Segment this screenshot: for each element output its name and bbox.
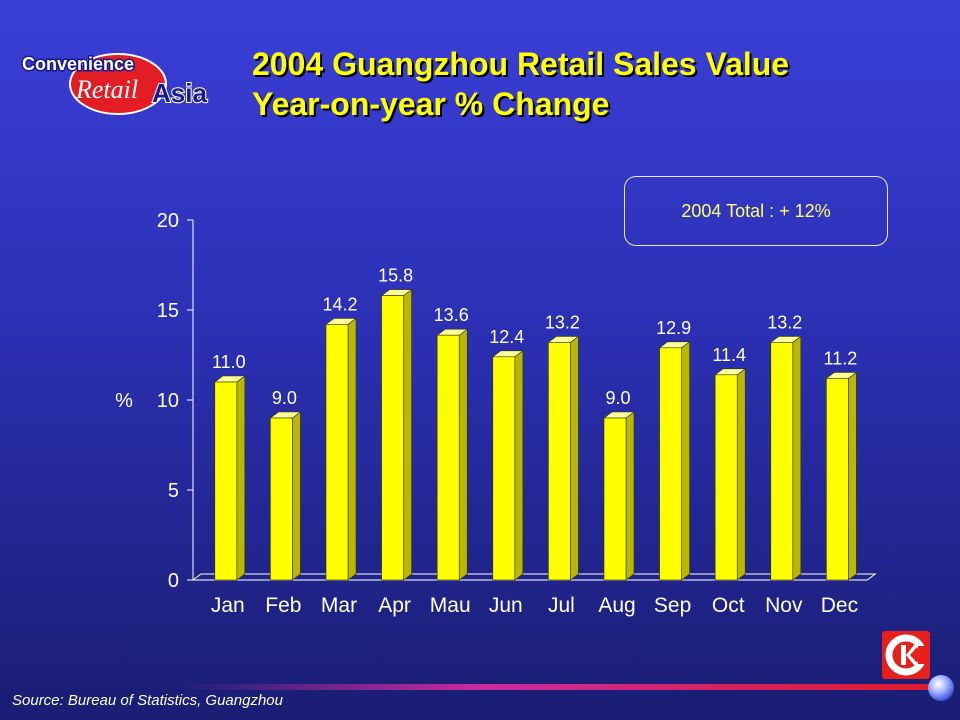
chart-axes	[187, 219, 877, 581]
bar-front	[436, 334, 460, 581]
bar-jun	[491, 350, 524, 581]
bar-front	[714, 374, 738, 581]
x-tick-label: Mau	[430, 594, 471, 617]
decorative-orb-icon	[928, 675, 954, 701]
circle-k-icon	[882, 631, 930, 679]
footer-divider	[180, 684, 940, 690]
bar-sep	[658, 341, 691, 581]
bar-side	[292, 411, 301, 581]
bar-side	[792, 335, 802, 581]
bar-side	[848, 371, 857, 581]
bar-front	[270, 417, 293, 581]
bar-side	[570, 335, 579, 581]
bar-apr	[380, 289, 413, 581]
data-label: 12.9	[656, 318, 691, 338]
x-tick-label: Dec	[821, 594, 858, 617]
total-callout: 2004 Total : + 12%	[624, 176, 888, 246]
y-tick-label: 5	[168, 480, 179, 502]
bar-front	[325, 324, 349, 581]
bar-aug	[603, 411, 635, 581]
y-tick-label: 0	[168, 570, 179, 592]
x-tick-label: Jul	[548, 594, 575, 617]
bar-nov	[769, 335, 802, 581]
svg-text:Asia: Asia	[152, 78, 207, 108]
bar-mau	[436, 328, 469, 581]
bar-jan	[213, 375, 246, 581]
bar-side	[403, 289, 412, 581]
title-line-2: Year-on-year % Change	[252, 86, 610, 122]
bar-side	[736, 368, 746, 581]
bar-front	[659, 347, 682, 581]
chart-title: 2004 Guangzhou Retail Sales Value Year-o…	[252, 44, 932, 124]
bar-front	[603, 417, 627, 581]
bar-front	[381, 295, 404, 581]
title-line-1: 2004 Guangzhou Retail Sales Value	[252, 46, 790, 82]
data-label: 9.0	[272, 388, 297, 408]
x-axis-floor	[191, 573, 877, 581]
x-tick-label: Aug	[598, 594, 635, 617]
bar-side	[625, 411, 635, 581]
y-tick-label: 15	[157, 300, 179, 322]
x-tick-label: Nov	[765, 594, 803, 617]
bar-side	[514, 350, 524, 581]
data-label: 9.0	[605, 388, 630, 408]
x-tick-label: Jan	[211, 594, 245, 617]
data-label: 11.0	[212, 352, 246, 372]
x-tick-label: Oct	[712, 594, 745, 617]
bar-front	[548, 342, 571, 581]
bar-mar	[325, 317, 357, 581]
data-label: 14.2	[322, 294, 357, 314]
chart-labels: 0 5 10 15 20% 11.0 Jan 9.0 Feb 14.2 Mar 15.8 Apr 13.6…	[115, 210, 858, 617]
x-tick-label: Apr	[378, 594, 411, 617]
data-label: 11.4	[712, 345, 746, 365]
bar-front	[770, 342, 794, 581]
bar-side	[236, 375, 246, 581]
data-label: 13.6	[434, 305, 469, 325]
bar-side	[458, 328, 468, 581]
x-tick-label: Mar	[321, 594, 357, 617]
x-tick-label: Jun	[489, 594, 523, 617]
data-label: 13.2	[545, 312, 580, 332]
data-label: 12.4	[489, 327, 524, 347]
bar-front	[826, 378, 849, 581]
data-label: 15.8	[378, 266, 413, 286]
bar-jul	[547, 335, 580, 581]
bar-side	[681, 341, 690, 581]
y-axis-label: %	[115, 390, 133, 412]
bar-feb	[269, 411, 302, 581]
x-tick-label: Sep	[654, 594, 691, 617]
convenience-retail-asia-logo: Convenience Retail Asia	[18, 40, 223, 120]
svg-text:Retail: Retail	[75, 75, 138, 104]
y-tick-label: 20	[157, 210, 179, 232]
source-note: Source: Bureau of Statistics, Guangzhou	[12, 692, 283, 709]
bar-front	[214, 381, 238, 581]
x-tick-label: Feb	[265, 594, 301, 617]
bar-dec	[825, 371, 858, 581]
data-label: 11.2	[824, 348, 858, 368]
data-label: 13.2	[767, 312, 802, 332]
svg-text:Convenience: Convenience	[22, 54, 134, 74]
bar-side	[347, 317, 357, 581]
bar-oct	[714, 368, 747, 581]
y-tick-label: 10	[157, 390, 179, 412]
chart-bars	[213, 289, 858, 581]
bar-front	[492, 356, 516, 581]
